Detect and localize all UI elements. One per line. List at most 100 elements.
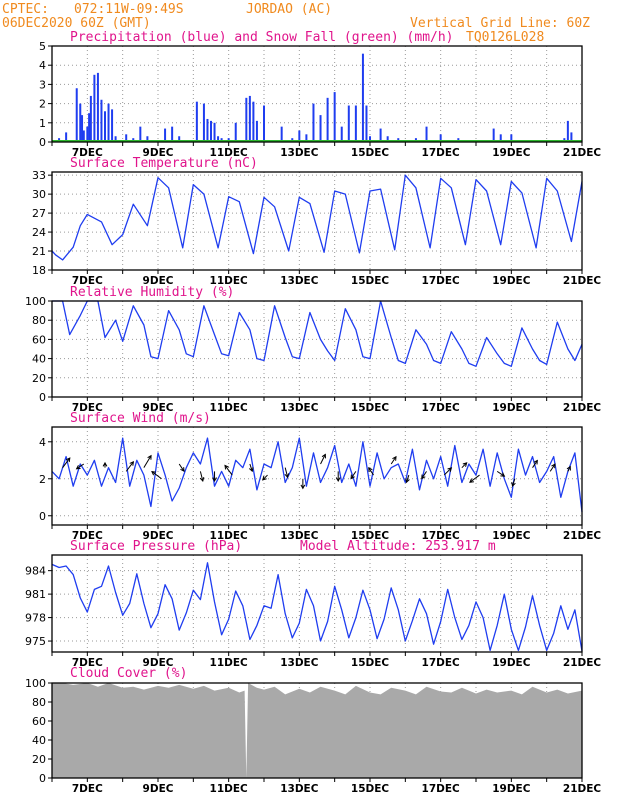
- y-tick-label: 981: [25, 588, 46, 601]
- x-tick-label: 21DEC: [563, 402, 602, 414]
- wind-panel: 0 2 4 7DEC 9DEC 11DEC 13DEC 15DEC 17DEC 19DEC 21DE…: [39, 426, 601, 542]
- temp-line: [51, 174, 583, 261]
- y-tick-label: 21: [32, 245, 46, 258]
- wind-panel-title: Surface Wind (m/s): [70, 411, 211, 426]
- x-tick-label: 19DEC: [492, 657, 531, 669]
- wind-arrow-head: [469, 478, 474, 483]
- x-tick-label: 19DEC: [492, 402, 531, 414]
- wind-arrow: [350, 471, 357, 480]
- wind-arrow-head: [511, 481, 516, 487]
- wind-arrow-shaft: [549, 463, 556, 472]
- y-tick-label: 3: [39, 78, 46, 91]
- wind-arrow-shaft: [390, 456, 397, 465]
- wind-arrow-head: [65, 457, 71, 463]
- precip-bar: [255, 120, 258, 142]
- x-tick-label: 13DEC: [280, 657, 319, 669]
- x-tick-label: 17DEC: [422, 657, 461, 669]
- precip-bar: [171, 126, 174, 142]
- x-tick-label: 21DEC: [563, 783, 602, 795]
- y-tick-label: 0: [39, 391, 46, 404]
- precip-bar: [125, 134, 128, 142]
- wind-arrow-head: [447, 467, 453, 472]
- wind-arrow-head: [566, 465, 571, 471]
- precip-bar: [312, 103, 315, 142]
- precip-bar: [65, 132, 68, 142]
- x-tick-label: 17DEC: [422, 402, 461, 414]
- wind-arrow-shaft: [76, 463, 85, 470]
- temp-panel-title: Surface Temperature (nC): [70, 156, 258, 171]
- wind-arrow-head: [180, 467, 185, 473]
- x-tick-label: 7DEC: [72, 530, 103, 542]
- wind-arrow: [143, 454, 152, 468]
- wind-arrow: [511, 478, 516, 487]
- precip-bar: [347, 105, 350, 142]
- wind-arrow-head: [147, 454, 152, 460]
- precip-bar: [439, 134, 442, 142]
- wind-frame: [51, 426, 583, 526]
- wind-arrow-shaft: [443, 467, 452, 476]
- wind-arrow: [75, 463, 85, 470]
- precip-bar: [333, 92, 336, 142]
- x-tick-label: 13DEC: [280, 275, 319, 287]
- x-tick-label: 13DEC: [280, 402, 319, 414]
- wind-arrow-head: [500, 472, 506, 477]
- precip-frame: [51, 45, 583, 143]
- wind-arrow: [199, 471, 205, 482]
- wind-arrow: [421, 471, 427, 480]
- precip-bar: [96, 72, 99, 142]
- wind-arrow-head: [368, 467, 373, 472]
- precip-bar: [263, 105, 265, 142]
- precip-bar: [570, 132, 573, 142]
- precip-bar: [107, 103, 110, 142]
- wind-arrow-shaft: [284, 467, 289, 478]
- y-tick-label: 2: [39, 473, 46, 486]
- y-tick-label: 5: [39, 40, 46, 53]
- precip-bar: [82, 130, 85, 142]
- x-tick-label: 19DEC: [492, 530, 531, 542]
- precip-bar: [492, 128, 495, 142]
- y-tick-label: 80: [32, 314, 46, 327]
- wind-arrow-head: [551, 463, 556, 469]
- y-tick-label: 60: [32, 333, 46, 346]
- precip-bar: [202, 103, 205, 142]
- precip-panel-title: Precipitation (blue) and Snow Fall (gree…: [70, 30, 454, 45]
- x-tick-label: 15DEC: [351, 657, 390, 669]
- x-tick-label: 15DEC: [351, 147, 390, 159]
- wind-arrow-shaft: [421, 471, 427, 479]
- x-tick-label: 21DEC: [563, 275, 602, 287]
- precip-bar: [361, 53, 364, 142]
- precip-bar: [365, 105, 368, 142]
- precip-bar: [319, 115, 322, 142]
- precip-bar: [146, 136, 149, 142]
- precip-bar: [164, 128, 167, 142]
- wind-arrow: [300, 478, 306, 490]
- wind-arrow-head: [421, 474, 426, 480]
- y-tick-label: 20: [32, 372, 46, 385]
- x-tick-label: 9DEC: [143, 657, 174, 669]
- x-tick-label: 7DEC: [72, 657, 103, 669]
- precip-bar: [248, 95, 251, 142]
- y-tick-label: 80: [32, 696, 46, 709]
- wind-arrow-shaft: [350, 471, 357, 479]
- precip-bar: [252, 101, 255, 142]
- wind-arrow-shaft: [511, 478, 516, 487]
- precip-bar: [75, 88, 78, 142]
- precip-bar: [326, 97, 329, 142]
- wind-arrow-shaft: [262, 474, 268, 481]
- wind-arrow-head: [224, 464, 229, 470]
- y-tick-label: 0: [39, 136, 46, 149]
- x-tick-label: 13DEC: [280, 783, 319, 795]
- wind-arrow-head: [321, 453, 326, 459]
- y-tick-label: 20: [32, 753, 46, 766]
- wind-arrow: [248, 463, 254, 473]
- x-tick-label: 17DEC: [422, 783, 461, 795]
- wind-arrow: [178, 463, 185, 473]
- wind-arrow: [151, 470, 162, 480]
- wind-line: [51, 437, 583, 513]
- precip-bar: [510, 134, 513, 142]
- wind-arrow: [261, 474, 268, 481]
- x-tick-label: 19DEC: [492, 783, 531, 795]
- precip-bar: [305, 134, 308, 142]
- pressure-panel: 975 978 981 984 7DEC 9DEC 11DEC 13DEC 15DEC 17DEC…: [25, 554, 601, 669]
- wind-arrow-head: [248, 467, 254, 473]
